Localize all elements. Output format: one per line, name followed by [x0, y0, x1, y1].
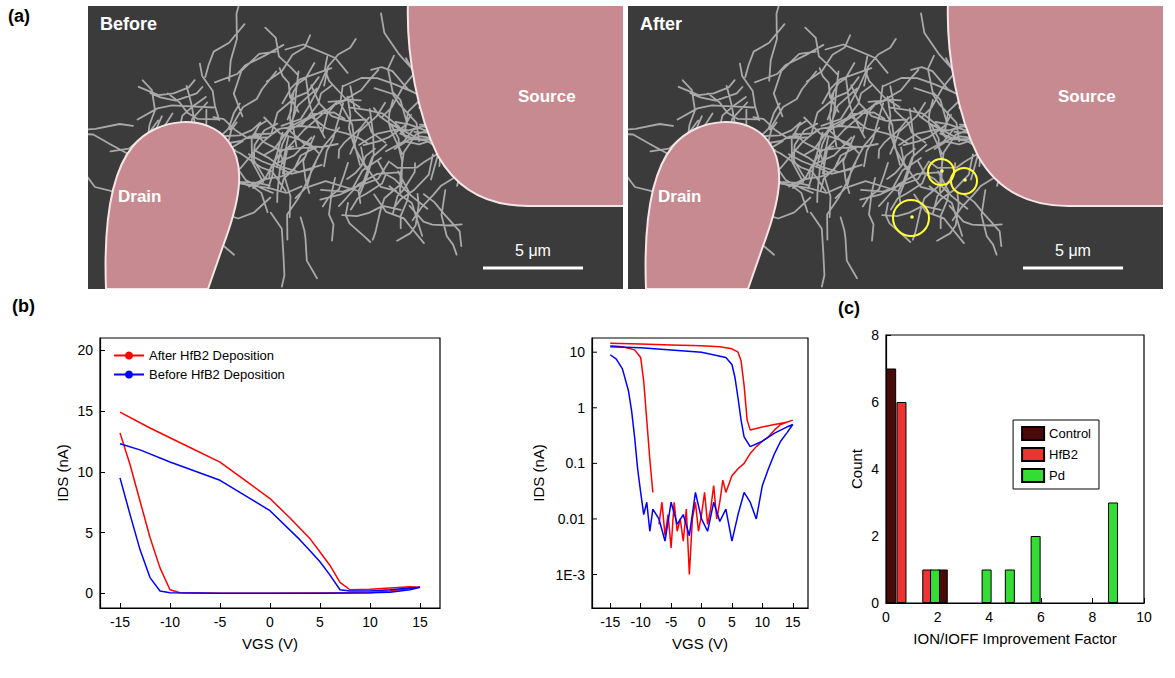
svg-text:-10: -10 [160, 614, 180, 630]
svg-text:VGS (V): VGS (V) [242, 635, 298, 652]
svg-text:1: 1 [577, 400, 585, 416]
svg-text:20: 20 [77, 342, 93, 358]
svg-text:10: 10 [569, 344, 585, 360]
svg-text:Before: Before [100, 14, 157, 34]
svg-text:Drain: Drain [118, 187, 161, 206]
svg-text:After: After [640, 14, 682, 34]
svg-text:0: 0 [266, 614, 274, 630]
svg-text:0.1: 0.1 [566, 455, 586, 471]
svg-text:Count: Count [848, 448, 865, 489]
svg-text:0: 0 [85, 585, 93, 601]
svg-text:4: 4 [985, 609, 993, 625]
svg-text:6: 6 [1037, 609, 1045, 625]
svg-text:0: 0 [882, 609, 890, 625]
svg-text:10: 10 [1136, 609, 1152, 625]
svg-text:15: 15 [785, 614, 801, 630]
svg-text:2: 2 [871, 528, 879, 544]
svg-text:After HfB2 Deposition: After HfB2 Deposition [149, 348, 274, 363]
svg-text:8: 8 [871, 327, 879, 343]
svg-text:ION/IOFF Improvement Factor: ION/IOFF Improvement Factor [913, 630, 1116, 647]
svg-text:IDS (nA): IDS (nA) [54, 444, 71, 502]
svg-text:5 μm: 5 μm [1055, 242, 1091, 259]
html-text:(b): (b) [12, 296, 35, 316]
svg-text:5: 5 [85, 525, 93, 541]
svg-text:Pd: Pd [1049, 468, 1065, 483]
svg-text:2: 2 [934, 609, 942, 625]
svg-text:-5: -5 [665, 614, 678, 630]
svg-text:Before HfB2 Deposition: Before HfB2 Deposition [149, 367, 285, 382]
svg-text:(a): (a) [8, 6, 30, 26]
svg-text:5: 5 [316, 614, 324, 630]
svg-text:8: 8 [1089, 609, 1097, 625]
svg-text:4: 4 [871, 461, 879, 477]
svg-text:1E-3: 1E-3 [555, 567, 585, 583]
svg-text:-15: -15 [600, 614, 620, 630]
svg-text:15: 15 [77, 403, 93, 419]
html-text:(c): (c) [838, 298, 860, 318]
svg-text:IDS (nA): IDS (nA) [530, 444, 547, 502]
svg-text:10: 10 [362, 614, 378, 630]
svg-text:-5: -5 [214, 614, 227, 630]
svg-text:10: 10 [755, 614, 771, 630]
svg-text:0: 0 [698, 614, 706, 630]
svg-text:-15: -15 [110, 614, 130, 630]
svg-text:5 μm: 5 μm [515, 242, 551, 259]
svg-text:-10: -10 [631, 614, 651, 630]
svg-text:10: 10 [77, 464, 93, 480]
svg-text:Control: Control [1049, 426, 1091, 441]
svg-text:5: 5 [728, 614, 736, 630]
svg-text:VGS (V): VGS (V) [672, 635, 728, 652]
svg-text:HfB2: HfB2 [1049, 447, 1078, 462]
svg-text:0: 0 [871, 595, 879, 611]
svg-text:15: 15 [412, 614, 428, 630]
svg-text:6: 6 [871, 394, 879, 410]
svg-text:Source: Source [518, 87, 576, 106]
svg-text:0.01: 0.01 [558, 511, 585, 527]
svg-text:Drain: Drain [658, 187, 701, 206]
svg-text:Source: Source [1058, 87, 1116, 106]
